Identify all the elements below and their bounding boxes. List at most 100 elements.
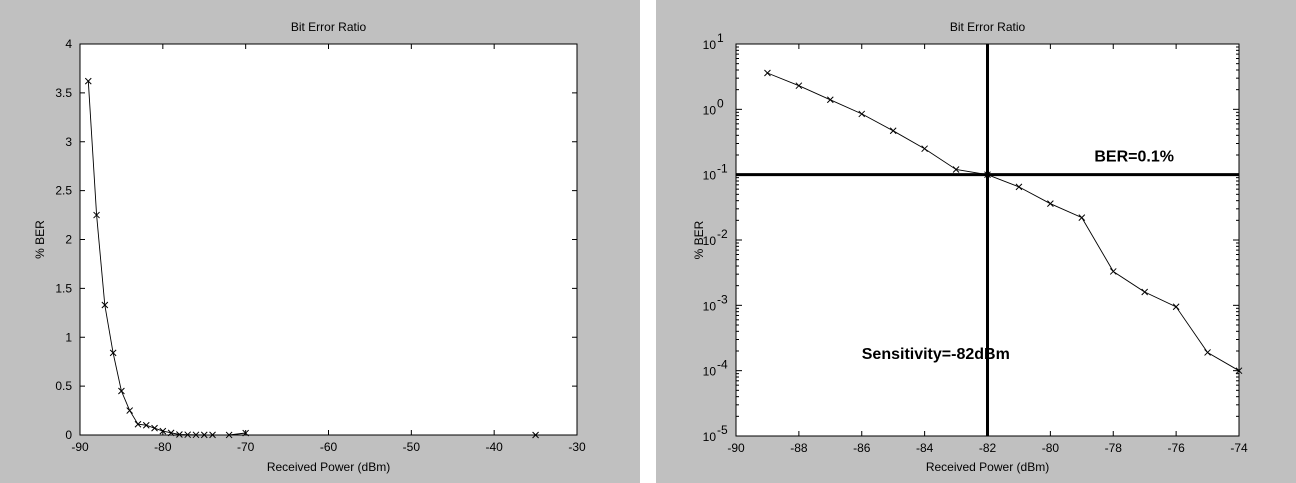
data-point-x-stroke-b [889, 127, 897, 135]
data-point-x-stroke-b [167, 429, 175, 437]
data-point [192, 431, 200, 439]
data-point [795, 82, 803, 90]
data-point-x-stroke-b [225, 431, 233, 439]
data-point-x-stroke-b [858, 110, 866, 118]
data-point-x-stroke-b [101, 301, 109, 309]
x-tick-label: -74 [1230, 441, 1248, 455]
data-point-x-stroke-b [84, 77, 92, 85]
x-tick-label: -30 [568, 440, 586, 454]
y-tick-base: 10 [703, 365, 717, 379]
x-tick-label: -90 [727, 441, 745, 455]
data-point [167, 429, 175, 437]
data-point [1047, 200, 1054, 208]
data-point-x-stroke-b [921, 145, 928, 153]
y-tick-label: 10 [703, 103, 717, 117]
data-point-x-stroke-b [209, 431, 216, 439]
data-point [889, 127, 897, 135]
x-tick-label: -78 [1105, 441, 1123, 455]
data-point [952, 166, 960, 173]
data-point [1015, 183, 1023, 191]
x-tick-label: -80 [1042, 441, 1060, 455]
y-tick-label: 0.5 [55, 379, 72, 393]
data-point [151, 424, 158, 432]
y-tick-exponent: 0 [717, 96, 724, 110]
data-point [142, 421, 150, 429]
x-tick-label: -82 [979, 441, 997, 455]
data-point-x-stroke-b [200, 431, 208, 439]
y-tick-label: 10 [703, 365, 717, 379]
data-point-x-stroke-b [1015, 183, 1023, 191]
y-tick-label: 2.5 [55, 184, 72, 198]
y-tick-label: 0 [65, 428, 72, 442]
series-line [87, 81, 246, 436]
left-figure: Bit Error Ratio Received Power (dBm) % BER… [0, 0, 640, 483]
data-point [1141, 288, 1149, 296]
y-tick-label: 2 [65, 233, 72, 247]
data-point [84, 77, 92, 85]
data-point [176, 431, 183, 438]
right-chart: Bit Error Ratio Received Power (dBm) % BER… [692, 20, 1248, 474]
data-point-x-stroke-b [1047, 200, 1054, 208]
data-point-x-stroke-b [1141, 288, 1149, 296]
x-axis-label: Received Power (dBm) [267, 460, 390, 474]
data-point-x-stroke-b [151, 424, 158, 432]
x-tick-label: -88 [790, 441, 808, 455]
data-point-x-stroke-b [984, 171, 991, 179]
x-tick-label: -50 [403, 440, 421, 454]
chart-title: Bit Error Ratio [291, 20, 367, 34]
data-point-x-stroke-b [118, 387, 125, 395]
data-point [1078, 214, 1086, 221]
data-point [101, 301, 109, 309]
x-tick-label: -84 [916, 441, 934, 455]
y-tick-exponent: -1 [717, 162, 728, 176]
data-point-x-stroke-b [109, 349, 117, 357]
data-point [184, 431, 192, 439]
data-point [858, 110, 866, 118]
y-tick-label: 3.5 [55, 86, 72, 100]
data-point-x-stroke-b [1109, 268, 1117, 275]
y-axis-label: % BER [692, 220, 706, 259]
data-point [1109, 268, 1117, 275]
y-tick-label: 10 [703, 430, 717, 444]
data-point [921, 145, 928, 153]
data-point-x-stroke-b [1235, 367, 1243, 375]
data-point [109, 349, 117, 357]
y-tick-exponent: 1 [717, 31, 724, 45]
data-point-x-stroke-b [795, 82, 803, 90]
y-tick-label: 1.5 [55, 281, 72, 295]
y-axis-label: % BER [33, 220, 47, 259]
data-point [134, 420, 142, 428]
y-tick-label: 4 [65, 37, 72, 51]
y-tick-label: 1 [65, 330, 72, 344]
y-tick-label: 10 [703, 38, 717, 52]
data-point [826, 96, 834, 104]
data-point-x-stroke-b [126, 407, 134, 414]
y-tick-base: 10 [703, 299, 717, 313]
series-line [767, 72, 1240, 372]
y-tick-base: 10 [703, 234, 717, 248]
data-point-x-stroke-b [192, 431, 200, 439]
data-point [1204, 349, 1211, 356]
plot-area [79, 43, 578, 436]
x-tick-label: -60 [320, 440, 338, 454]
x-tick-label: -86 [853, 441, 871, 455]
y-tick-label: 10 [703, 299, 717, 313]
data-point [200, 431, 208, 439]
data-point-x-stroke-b [764, 69, 771, 77]
data-point [118, 387, 125, 395]
data-point-x-stroke-b [93, 211, 100, 219]
y-tick-exponent: -3 [717, 292, 728, 306]
y-tick-label: 10 [703, 169, 717, 183]
data-point [93, 211, 100, 219]
data-point [159, 427, 167, 435]
data-point [532, 431, 539, 439]
data-point [984, 171, 991, 179]
data-point [242, 429, 250, 437]
data-point [1235, 367, 1243, 375]
y-tick-base: 10 [703, 38, 717, 52]
data-point-x-stroke-b [1078, 214, 1086, 221]
data-point-x-stroke-b [176, 431, 183, 438]
ber-annotation: BER=0.1% [1094, 148, 1174, 165]
y-tick-base: 10 [703, 169, 717, 183]
data-point [225, 431, 233, 439]
